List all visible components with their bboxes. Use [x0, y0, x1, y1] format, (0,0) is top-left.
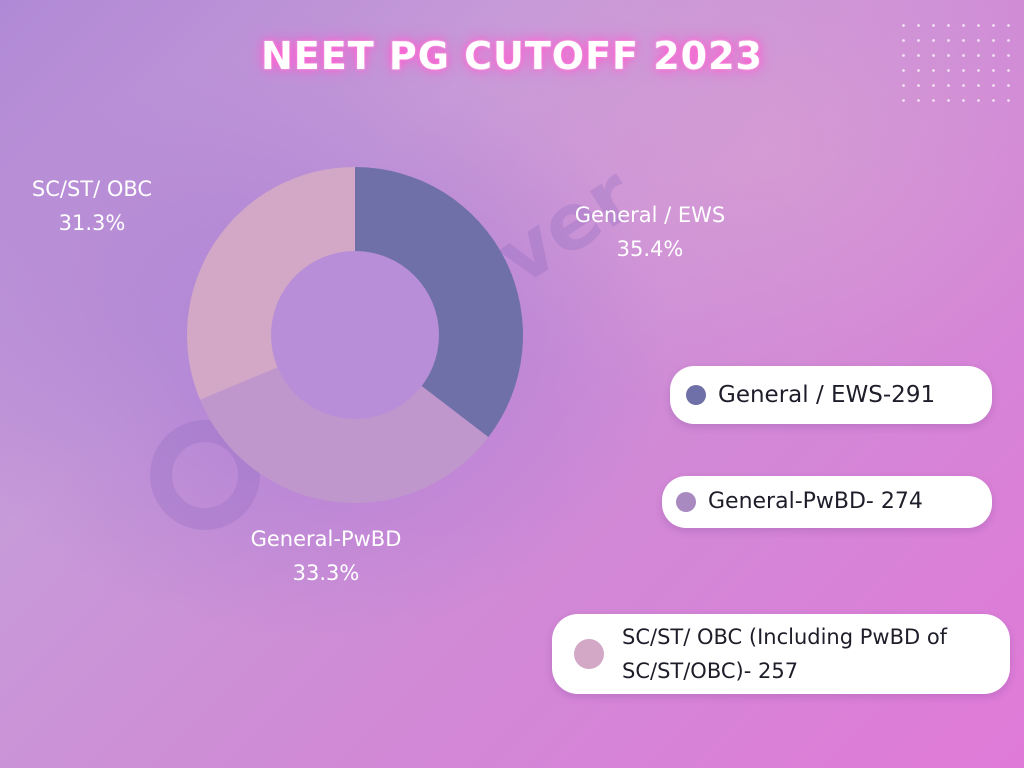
slice-percent: 31.3% [58, 211, 126, 235]
legend-label: SC/ST/ OBC (Including PwBD of SC/ST/OBC)… [622, 625, 948, 683]
legend-color-dot [676, 492, 696, 512]
slice-label-general-pwbd: General-PwBD 33.3% [206, 522, 446, 590]
slice-name: General-PwBD [250, 527, 402, 551]
slice-name: SC/ST/ OBC [31, 177, 153, 201]
donut-hole [271, 251, 439, 419]
donut-chart [187, 167, 523, 503]
legend-color-dot [574, 639, 604, 669]
slice-percent: 35.4% [616, 237, 684, 261]
slice-label-sc-st-obc: SC/ST/ OBC 31.3% [0, 172, 184, 240]
slice-name: General / EWS [574, 203, 726, 227]
legend-item-general-pwbd: General-PwBD- 274 [662, 476, 992, 528]
legend-label: General-PwBD- 274 [708, 489, 923, 514]
slice-percent: 33.3% [292, 561, 360, 585]
dot-pattern-decoration [896, 18, 1016, 104]
legend-item-sc-st-obc: SC/ST/ OBC (Including PwBD of SC/ST/OBC)… [552, 614, 1010, 694]
legend-item-general-ews: General / EWS-291 [670, 366, 992, 424]
slice-general-ews [355, 167, 523, 438]
slice-label-general-ews: General / EWS 35.4% [520, 198, 780, 266]
slice-general-pwbd [199, 335, 489, 503]
legend-label: General / EWS-291 [718, 382, 936, 408]
legend-color-dot [686, 385, 706, 405]
chart-title: NEET PG CUTOFF 2023 [260, 34, 763, 78]
